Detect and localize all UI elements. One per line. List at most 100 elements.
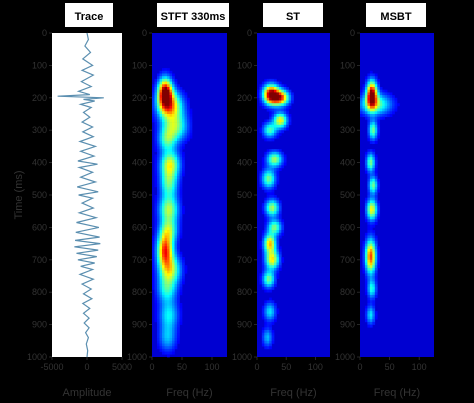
heatmap-cell <box>276 87 280 90</box>
heatmap-cell <box>266 262 270 266</box>
heatmap-cell <box>266 184 270 188</box>
heatmap-cell <box>157 157 160 161</box>
x-tick-label: 0 <box>357 362 362 372</box>
heatmap-cell <box>291 92 294 96</box>
heatmap-cell <box>172 73 175 77</box>
heatmap-cell <box>271 197 275 201</box>
heatmap-cell <box>154 100 158 104</box>
heatmap-cell <box>271 181 275 185</box>
heatmap-cell <box>367 176 371 180</box>
heatmap-cell <box>174 170 178 174</box>
heatmap-cell <box>367 181 371 185</box>
heatmap-cell <box>266 343 270 347</box>
heatmap-cell <box>372 249 376 252</box>
heatmap-cell <box>392 105 395 109</box>
heatmap-cell <box>179 219 183 223</box>
heatmap-cell <box>177 289 180 293</box>
heatmap-cell <box>177 208 180 212</box>
heatmap-cell <box>152 243 155 247</box>
heatmap-cell <box>157 119 160 123</box>
heatmap-cell <box>159 235 163 239</box>
heatmap-cell <box>264 267 268 271</box>
heatmap-cell <box>362 267 366 271</box>
heatmap-cell <box>374 203 378 207</box>
heatmap-cell <box>266 124 270 128</box>
heatmap-cell <box>271 132 275 136</box>
heatmap-cell <box>179 262 183 266</box>
heatmap-cell <box>162 324 165 328</box>
heatmap-cell <box>387 92 390 96</box>
heatmap-cell <box>159 132 163 136</box>
heatmap-cell <box>167 108 170 112</box>
heatmap-cell <box>372 284 376 288</box>
heatmap-cell <box>372 181 376 185</box>
heatmap-cell <box>172 254 175 258</box>
heatmap-cell <box>259 170 263 174</box>
heatmap-cell <box>271 165 275 169</box>
heatmap-cell <box>169 111 173 115</box>
heatmap-cell <box>364 87 368 90</box>
heatmap-cell <box>276 127 280 131</box>
heatmap-cell <box>269 276 272 279</box>
heatmap-cell <box>179 211 183 215</box>
heatmap-cell <box>174 184 178 188</box>
heatmap-cell <box>278 246 282 250</box>
heatmap-cell <box>369 235 373 239</box>
heatmap-cell <box>164 343 168 347</box>
heatmap-cell <box>269 300 272 304</box>
heatmap-cell <box>159 141 163 144</box>
heatmap-cell <box>164 189 168 193</box>
heatmap-cell <box>266 240 270 244</box>
heatmap-cell <box>274 211 277 215</box>
heatmap-cell <box>159 168 163 171</box>
heatmap-cell <box>278 211 282 215</box>
heatmap-cell <box>177 249 180 252</box>
heatmap-cell <box>172 192 175 196</box>
heatmap-cell <box>374 108 378 112</box>
heatmap-cell <box>162 149 165 153</box>
heatmap-cell <box>179 235 183 239</box>
heatmap-cell <box>164 321 168 325</box>
heatmap-cell <box>157 257 160 261</box>
heatmap-cell <box>162 189 165 193</box>
heatmap-cell <box>269 162 272 166</box>
heatmap-cell <box>264 311 268 315</box>
heatmap-cell <box>367 208 371 212</box>
heatmap-cell <box>362 111 366 115</box>
heatmap-cell <box>271 162 275 166</box>
heatmap-cell <box>159 289 163 293</box>
heatmap-cell <box>276 162 280 166</box>
heatmap-cell <box>157 141 160 144</box>
heatmap-cell <box>157 330 160 333</box>
heatmap-cell <box>266 216 270 220</box>
heatmap-cell <box>169 216 173 220</box>
heatmap-cell <box>172 195 175 198</box>
heatmap-cell <box>372 305 376 309</box>
heatmap-cell <box>179 230 183 234</box>
heatmap-cell <box>269 100 272 104</box>
heatmap-cell <box>172 343 175 347</box>
heatmap-cell <box>177 340 180 344</box>
heatmap-cell <box>269 281 272 285</box>
heatmap-cell <box>174 219 178 223</box>
heatmap-cell <box>291 95 294 99</box>
heatmap-cell <box>369 276 373 279</box>
heatmap-cell <box>367 216 371 220</box>
heatmap-cell <box>369 111 373 115</box>
heatmap-cell <box>266 192 270 196</box>
heatmap-cell <box>264 119 268 123</box>
heatmap-cell <box>162 84 165 88</box>
heatmap-cell <box>367 157 371 161</box>
heatmap-cell <box>369 168 373 171</box>
heatmap-cell <box>172 95 175 99</box>
heatmap-cell <box>264 78 268 82</box>
heatmap-cell <box>164 338 168 342</box>
heatmap-cell <box>367 281 371 285</box>
heatmap-cell <box>271 308 275 312</box>
heatmap-cell <box>179 119 183 123</box>
heatmap-cell <box>159 338 163 342</box>
heatmap-cell <box>172 173 175 177</box>
heatmap-cell <box>177 205 180 209</box>
heatmap-cell <box>164 108 168 112</box>
heatmap-cell <box>169 151 173 155</box>
